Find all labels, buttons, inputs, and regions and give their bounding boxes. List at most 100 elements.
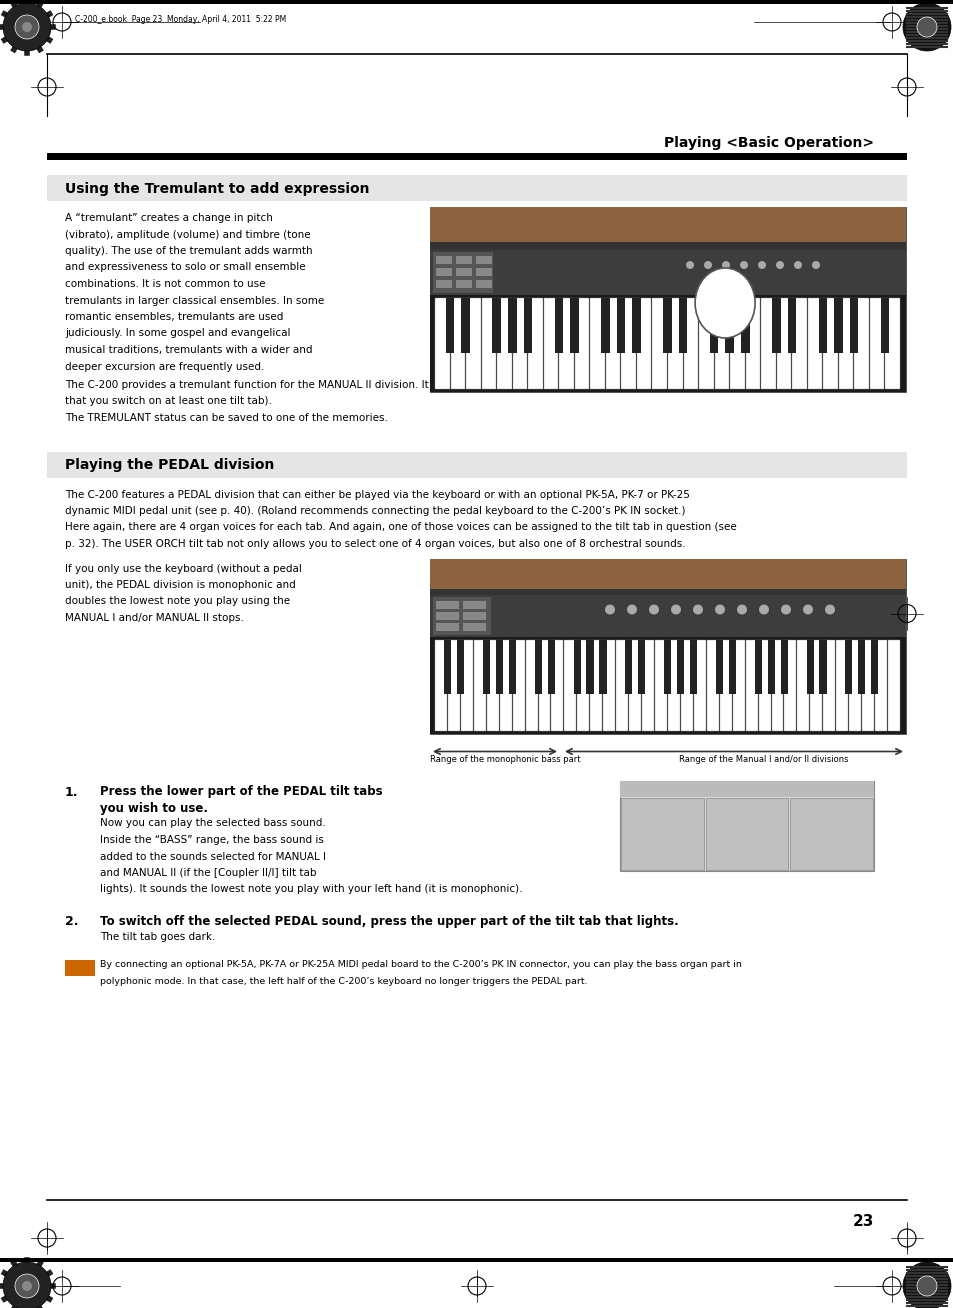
Text: USER
ORCH: USER ORCH [821,819,841,832]
Text: quality). The use of the tremulant adds warmth: quality). The use of the tremulant adds … [65,246,313,256]
Bar [760,298,775,388]
Bar [430,595,905,637]
Bar [706,640,718,730]
Bar [616,640,627,730]
Bar [662,298,671,353]
Circle shape [3,1262,51,1308]
Text: polyphonic mode. In that case, the left half of the C-200’s keyboard no longer t: polyphonic mode. In that case, the left … [100,977,587,985]
Bar [745,640,757,730]
Text: Range of the Manual I and/or II divisions: Range of the Manual I and/or II division… [679,756,847,764]
Bar [807,298,821,388]
Bar [758,640,770,730]
Text: tremulants in larger classical ensembles. In some: tremulants in larger classical ensembles… [65,296,324,306]
Bar [699,298,713,388]
Circle shape [902,1262,950,1308]
Bar [512,298,527,388]
Bar [745,298,760,388]
Bar [499,640,511,730]
Text: PEDAL: PEDAL [731,782,761,791]
Circle shape [775,262,783,269]
Bar [809,640,821,730]
Bar [508,640,516,695]
Bar [573,640,580,695]
Circle shape [802,604,812,615]
Circle shape [15,14,39,39]
Bar [663,640,671,695]
Bar [729,298,744,388]
Bar [430,559,905,734]
Bar [435,640,446,730]
Bar [460,640,473,730]
Bar [430,242,905,250]
Text: 1.: 1. [65,786,78,798]
Bar [443,640,451,695]
Circle shape [781,604,790,615]
Bar [586,640,593,695]
Bar [822,640,835,730]
Bar [600,298,609,353]
Bar [679,298,687,353]
Text: TREMULANT: TREMULANT [703,298,745,303]
Bar [525,640,537,730]
Bar [616,298,624,353]
Bar [836,640,847,730]
Bar [534,640,541,695]
Bar [496,640,502,695]
Bar [767,640,774,695]
Bar [880,298,888,353]
Bar [719,640,731,730]
Bar [714,298,728,388]
Bar [575,298,589,388]
Bar [543,298,558,388]
Bar [805,640,813,695]
Text: Here again, there are 4 organ voices for each tab. And again, one of those voice: Here again, there are 4 organ voices for… [65,522,736,532]
Bar [887,640,899,730]
Bar [724,298,733,353]
Bar [655,640,666,730]
Text: and MANUAL II (if the [Coupler II/I] tilt tab: and MANUAL II (if the [Coupler II/I] til… [100,869,316,878]
Circle shape [3,3,51,51]
Bar [436,600,458,608]
Circle shape [740,262,747,269]
Text: unit), the PEDAL division is monophonic and: unit), the PEDAL division is monophonic … [65,579,295,590]
Bar [715,640,722,695]
Circle shape [916,1277,936,1296]
Circle shape [811,262,820,269]
Bar [754,640,761,695]
Bar [771,298,780,353]
Bar [632,298,640,353]
Bar [0,0,953,4]
Text: Playing the PEDAL division: Playing the PEDAL division [65,459,274,472]
Bar [771,640,782,730]
Bar [677,640,683,695]
Bar [805,640,813,695]
Circle shape [721,262,729,269]
Circle shape [737,604,746,615]
Circle shape [758,262,765,269]
Bar [558,298,573,388]
Bar [564,640,576,730]
Bar [476,268,492,276]
Bar [638,640,644,695]
Bar [570,298,578,353]
Bar [430,250,905,296]
Circle shape [15,1274,39,1298]
Bar [776,298,790,388]
Bar [508,298,516,353]
Bar [602,640,615,730]
Text: A “tremulant” creates a change in pitch: A “tremulant” creates a change in pitch [65,213,273,222]
Text: Range of the monophonic bass part: Range of the monophonic bass part [430,756,579,764]
Bar [433,596,491,634]
Circle shape [22,1281,32,1291]
Text: TIP: TIP [72,961,88,971]
Bar [822,298,837,388]
Bar [433,252,493,293]
Bar [862,640,873,730]
Bar [689,640,697,695]
Text: deeper excursion are frequently used.: deeper excursion are frequently used. [65,361,264,371]
Circle shape [759,604,768,615]
Bar [849,298,858,353]
Bar [629,640,640,730]
Bar [598,640,606,695]
Bar [789,798,872,870]
